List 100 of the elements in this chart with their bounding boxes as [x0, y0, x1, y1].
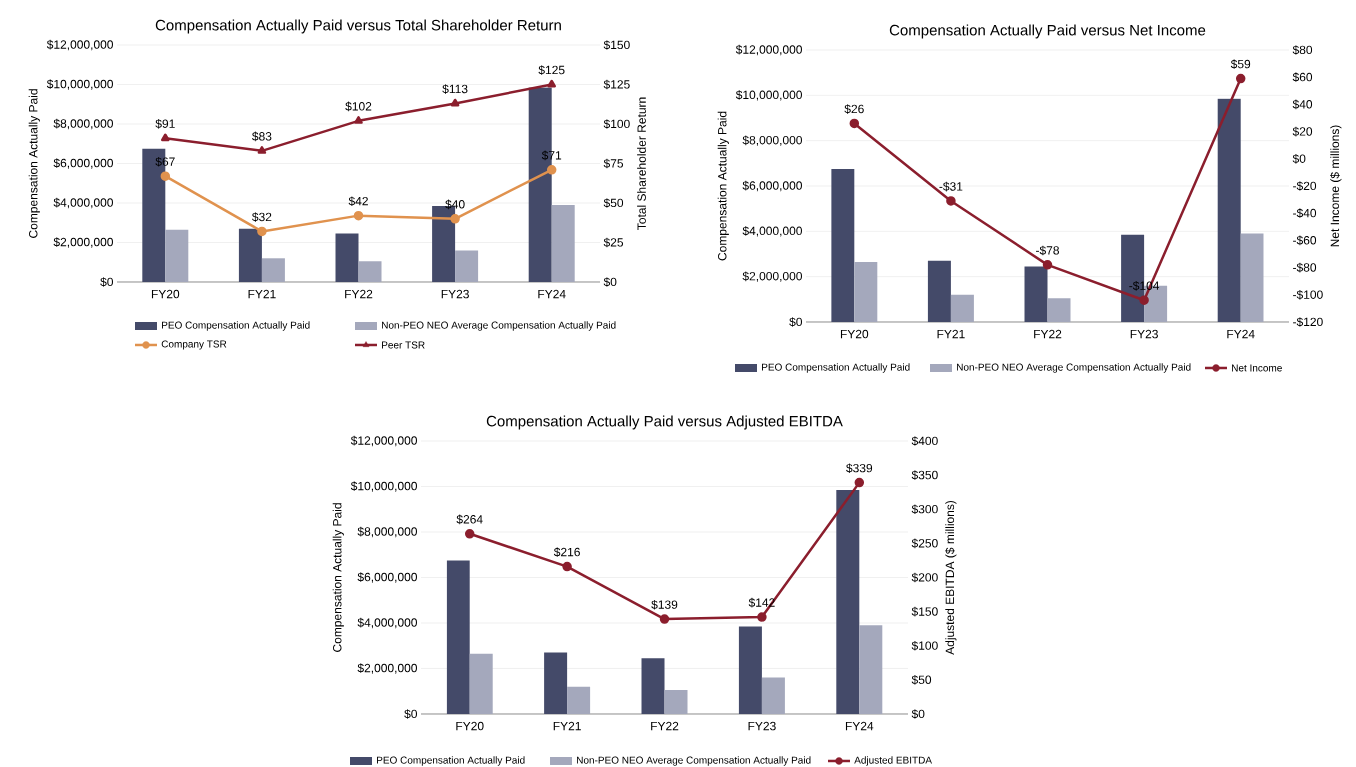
point [854, 477, 865, 488]
data-label: $264 [456, 514, 483, 525]
y-tick-label: $8,000,000 [53, 118, 113, 130]
y-tick-label: $0 [789, 317, 803, 327]
bar [1240, 233, 1264, 322]
legend-label: Non-PEO NEO Average Compensation Actually Paid [957, 363, 1191, 373]
point [464, 529, 475, 539]
data-label: $113 [442, 84, 468, 94]
chart-title: Compensation Actually Paid versus Adjusted EBITDA [486, 415, 843, 430]
y2-tick-label: $0 [1292, 153, 1306, 164]
bar [831, 168, 855, 322]
bar [1047, 298, 1071, 322]
data-label: $139 [651, 599, 678, 610]
y-tick-label: $4,000,000 [742, 226, 802, 237]
bar [641, 658, 665, 714]
bar [261, 258, 285, 282]
legend-label: Peer TSR [382, 341, 425, 349]
bar [854, 261, 878, 322]
y-tick-label: $10,000,000 [735, 90, 802, 101]
y2-tick-label: $150 [603, 40, 630, 50]
y2-axis-title: Total Shareholder Return [637, 97, 646, 230]
legend-label: Company TSR [161, 340, 227, 350]
y-tick-label: $4,000,000 [53, 197, 113, 209]
y-tick-label: $2,000,000 [357, 663, 417, 674]
point [160, 171, 171, 181]
bar [950, 294, 974, 322]
x-tick-label: FY24 [845, 721, 874, 731]
y2-tick-label: $25 [603, 237, 624, 248]
y2-tick-label: $75 [603, 158, 624, 169]
y-tick-label: $10,000,000 [350, 481, 417, 492]
y2-tick-label: $40 [1292, 99, 1313, 110]
bar [761, 677, 785, 714]
bar [927, 260, 951, 322]
y2-tick-label: $50 [603, 198, 624, 208]
y-tick-label: $2,000,000 [53, 237, 113, 248]
data-label: $40 [445, 199, 465, 210]
legend-label: PEO Compensation Actually Paid [162, 321, 310, 331]
x-tick-label: FY21 [248, 289, 276, 299]
x-tick-label: FY24 [538, 289, 566, 299]
x-tick-label: FY20 [840, 329, 869, 339]
point [1235, 73, 1246, 84]
point [1139, 295, 1149, 305]
bar [551, 204, 575, 282]
y2-tick-label: $100 [603, 119, 630, 129]
y-tick-label: $12,000,000 [46, 39, 113, 51]
data-label: $216 [553, 547, 580, 558]
y-tick-label: $2,000,000 [742, 271, 802, 282]
legend-label: PEO Compensation Actually Paid [377, 756, 525, 766]
point [547, 79, 556, 88]
legend-label: Non-PEO NEO Average Compensation Actually Paid [382, 321, 616, 331]
point [257, 146, 267, 154]
bar [567, 686, 591, 714]
point [659, 614, 670, 624]
point [946, 196, 956, 206]
point [450, 98, 460, 107]
y-tick-label: $12,000,000 [735, 44, 802, 56]
point [257, 226, 267, 237]
y2-tick-label: $20 [1292, 126, 1313, 137]
legend-label: Adjusted EBITDA [854, 756, 932, 766]
y-tick-label: $12,000,000 [350, 435, 417, 447]
legend-label: Non-PEO NEO Average Compensation Actually Paid [577, 756, 811, 766]
point [757, 612, 767, 622]
y-tick-label: $6,000,000 [53, 158, 113, 169]
x-tick-label: FY20 [151, 289, 180, 299]
data-label: -$31 [939, 181, 963, 192]
y2-tick-label: -$100 [1293, 289, 1323, 300]
y-tick-label: $8,000,000 [357, 526, 417, 538]
x-tick-label: FY23 [441, 289, 469, 299]
y2-tick-label: $300 [911, 504, 938, 515]
bar [1024, 266, 1048, 322]
data-label: $32 [252, 212, 272, 222]
y-axis-title: Compensation Actually Paid [332, 503, 344, 652]
bar [859, 625, 883, 714]
point [353, 210, 364, 221]
y2-tick-label: $350 [911, 470, 938, 480]
data-label: $83 [252, 131, 272, 142]
y2-tick-label: $125 [603, 79, 630, 90]
data-label: $339 [846, 463, 873, 474]
point [354, 116, 363, 124]
y-tick-label: $10,000,000 [46, 79, 113, 90]
point [546, 165, 557, 175]
bar [446, 560, 470, 714]
y2-tick-label: -$120 [1293, 317, 1323, 327]
y2-tick-label: $200 [911, 572, 938, 583]
bar [544, 652, 568, 714]
x-tick-label: FY22 [1034, 329, 1062, 339]
data-label: $91 [155, 118, 175, 129]
y2-tick-label: $80 [1292, 45, 1313, 55]
x-tick-label: FY22 [345, 289, 373, 299]
bar [664, 690, 688, 714]
legend-label: PEO Compensation Actually Paid [762, 363, 910, 373]
bar [238, 228, 262, 282]
y2-tick-label: -$80 [1293, 262, 1317, 273]
y-tick-label: $4,000,000 [357, 617, 417, 629]
y-tick-label: $6,000,000 [357, 572, 417, 583]
x-tick-label: FY23 [1130, 329, 1158, 339]
data-label: $26 [844, 104, 864, 114]
data-label: $125 [538, 65, 565, 75]
y2-tick-label: $0 [911, 709, 925, 719]
bar [836, 489, 860, 714]
